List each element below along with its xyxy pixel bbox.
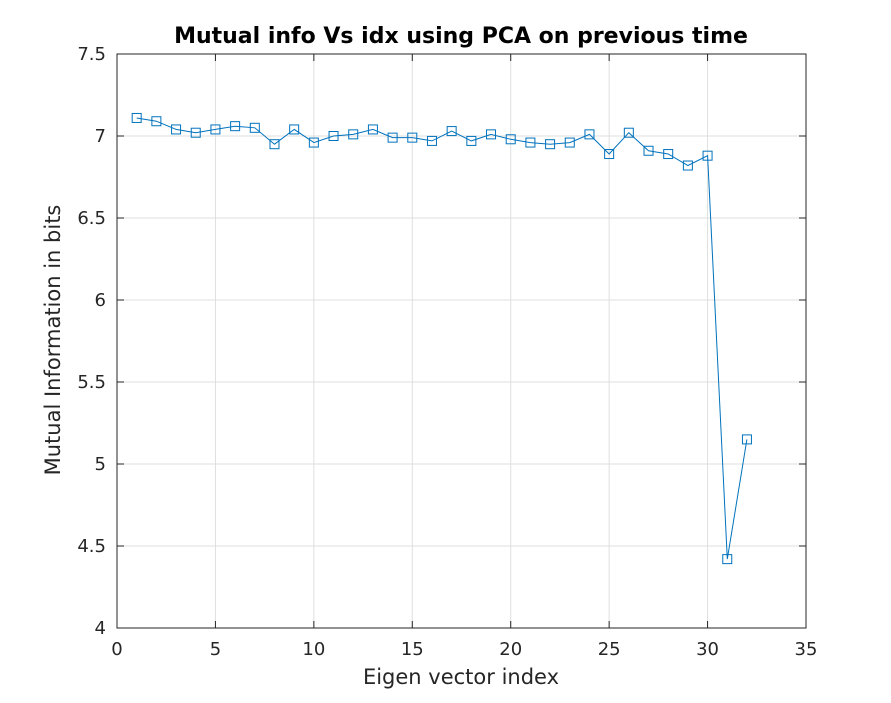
x-tick-label: 10 xyxy=(302,639,325,660)
grid xyxy=(116,53,807,629)
data-point-marker xyxy=(348,129,359,140)
data-point-marker xyxy=(722,554,733,565)
data-point-marker xyxy=(190,127,201,138)
data-point-marker xyxy=(131,112,142,123)
data-point-marker xyxy=(171,124,182,135)
y-tick-label: 4 xyxy=(95,618,106,639)
y-tick-label: 5.5 xyxy=(77,372,106,393)
data-point-marker xyxy=(702,150,713,161)
data-point-marker xyxy=(682,160,693,171)
y-tick-label: 6.5 xyxy=(77,208,106,229)
x-tick-label: 15 xyxy=(401,639,424,660)
data-point-marker xyxy=(466,135,477,146)
data-point-marker xyxy=(328,131,339,141)
data-point-marker xyxy=(426,135,437,146)
chart-title: Mutual info Vs idx using PCA on previous… xyxy=(174,24,748,49)
data-point-marker xyxy=(741,434,752,445)
x-tick-label: 30 xyxy=(696,639,719,660)
x-tick-label: 5 xyxy=(210,639,221,660)
data-point-marker xyxy=(230,121,241,132)
data-point-marker xyxy=(486,129,497,140)
data-point-marker xyxy=(584,129,595,140)
data-point-marker xyxy=(269,139,280,150)
data-point-marker xyxy=(249,122,260,133)
data-point-marker xyxy=(545,139,556,150)
data-point-marker xyxy=(407,132,418,143)
axis-ticks: 0 5 10 15 20 25 30 35 4 4.5 5 5.5 6 6.5 7 7.5 xyxy=(77,44,817,660)
y-tick-label: 5 xyxy=(95,454,106,475)
data-point-marker xyxy=(623,127,634,138)
data-point-marker xyxy=(643,145,654,156)
data-point-marker xyxy=(446,126,457,137)
data-point-marker xyxy=(604,149,615,160)
data-point-marker xyxy=(308,137,319,148)
data-series xyxy=(131,112,752,565)
y-tick-label: 7.5 xyxy=(77,44,106,65)
x-axis-label: Eigen vector index xyxy=(363,665,559,689)
data-point-marker xyxy=(525,137,536,148)
x-tick-label: 25 xyxy=(598,639,621,660)
data-point-marker xyxy=(289,124,300,135)
data-point-marker xyxy=(387,132,398,143)
y-tick-label: 6 xyxy=(95,290,106,311)
plot-area xyxy=(116,53,807,629)
y-tick-label: 4.5 xyxy=(77,536,106,557)
y-axis-label: Mutual Information in bits xyxy=(41,205,65,476)
data-point-marker xyxy=(663,149,674,160)
x-tick-label: 20 xyxy=(499,639,522,660)
series-line xyxy=(136,117,748,560)
data-point-marker xyxy=(151,116,162,127)
y-tick-label: 7 xyxy=(95,126,106,147)
data-point-marker xyxy=(564,137,575,148)
data-point-marker xyxy=(210,124,221,135)
x-tick-label: 0 xyxy=(111,639,122,660)
data-point-marker xyxy=(367,124,378,135)
data-point-marker xyxy=(505,134,516,145)
x-tick-label: 35 xyxy=(795,639,818,660)
